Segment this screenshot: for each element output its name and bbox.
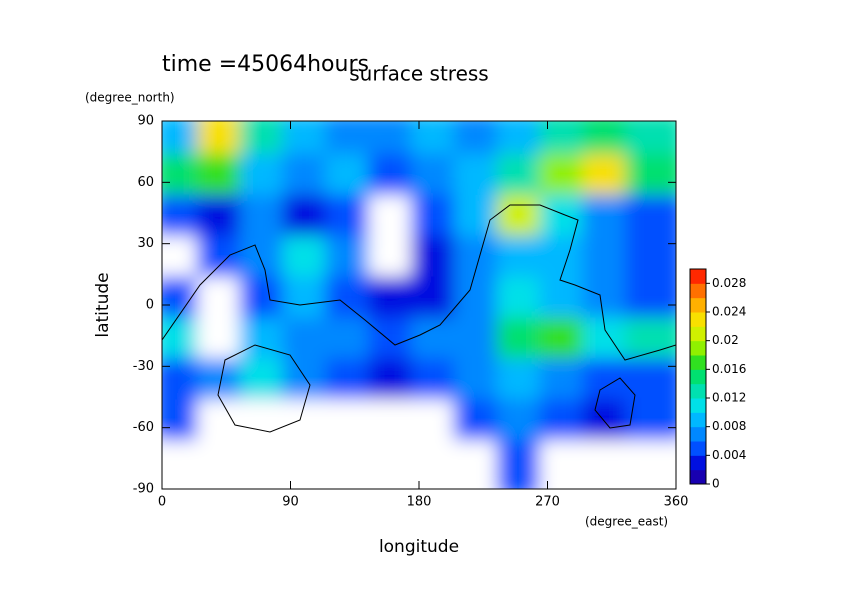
colorbar-tick-label: 0.012 — [712, 391, 746, 405]
colorbar-tick-label: 0.008 — [712, 419, 746, 433]
x-unit: (degree_east) — [585, 515, 668, 529]
x-axis-label: longitude — [379, 537, 459, 557]
colorbar-band — [690, 283, 706, 299]
chart-title: surface stress — [349, 62, 488, 86]
colorbar-band — [690, 355, 706, 370]
y-tick-label: -30 — [133, 359, 154, 374]
colorbar-tick-label: 0.02 — [712, 333, 739, 347]
colorbar-band — [690, 455, 706, 471]
colorbar-band — [690, 412, 706, 428]
y-axis-label: latitude — [93, 272, 113, 337]
colorbar-tick-label: 0.004 — [712, 448, 746, 462]
y-tick-label: 30 — [137, 236, 154, 251]
colorbar-band — [690, 297, 706, 313]
field-cell — [625, 440, 676, 489]
coastline — [217, 344, 311, 433]
y-tick-label: 0 — [146, 298, 154, 313]
colorbar-tick-label: 0 — [712, 477, 720, 491]
colorbar-frame — [689, 268, 707, 485]
colorbar-band — [690, 326, 706, 342]
y-unit: (degree_north) — [85, 91, 175, 105]
colorbar: 0 0.004 0.008 0.012 0.016 0.02 0.024 0.028 — [689, 268, 746, 491]
y-tick-label: -90 — [133, 482, 154, 497]
x-tick-label: 90 — [282, 495, 299, 510]
colorbar-tick-label: 0.028 — [712, 276, 746, 290]
colorbar-band — [690, 312, 706, 327]
x-tick-label: 0 — [158, 495, 166, 510]
colorbar-band — [690, 441, 706, 456]
coastline — [162, 204, 676, 361]
y-tick-label: 90 — [137, 114, 154, 129]
cells — [162, 121, 676, 489]
colorbar-band — [690, 369, 706, 385]
coastline — [594, 377, 636, 429]
colorbar-band — [690, 340, 706, 356]
colorbar-tick-label: 0.024 — [712, 305, 746, 319]
coastlines — [162, 204, 676, 433]
colorbar-band — [690, 269, 706, 284]
x-tick-label: 180 — [407, 495, 432, 510]
y-tick-label: 60 — [137, 175, 154, 190]
x-tick-label: 360 — [664, 495, 689, 510]
field — [162, 121, 676, 489]
colorbar-band — [690, 383, 706, 399]
colorbar-band — [690, 469, 706, 485]
colorbar-band — [690, 398, 706, 413]
colorbar-band — [690, 426, 706, 442]
x-tick-label: 270 — [535, 495, 560, 510]
colorbar-tick-label: 0.016 — [712, 362, 746, 376]
subtitle: time =45064hours — [162, 52, 369, 77]
y-tick-label: -60 — [133, 420, 154, 435]
